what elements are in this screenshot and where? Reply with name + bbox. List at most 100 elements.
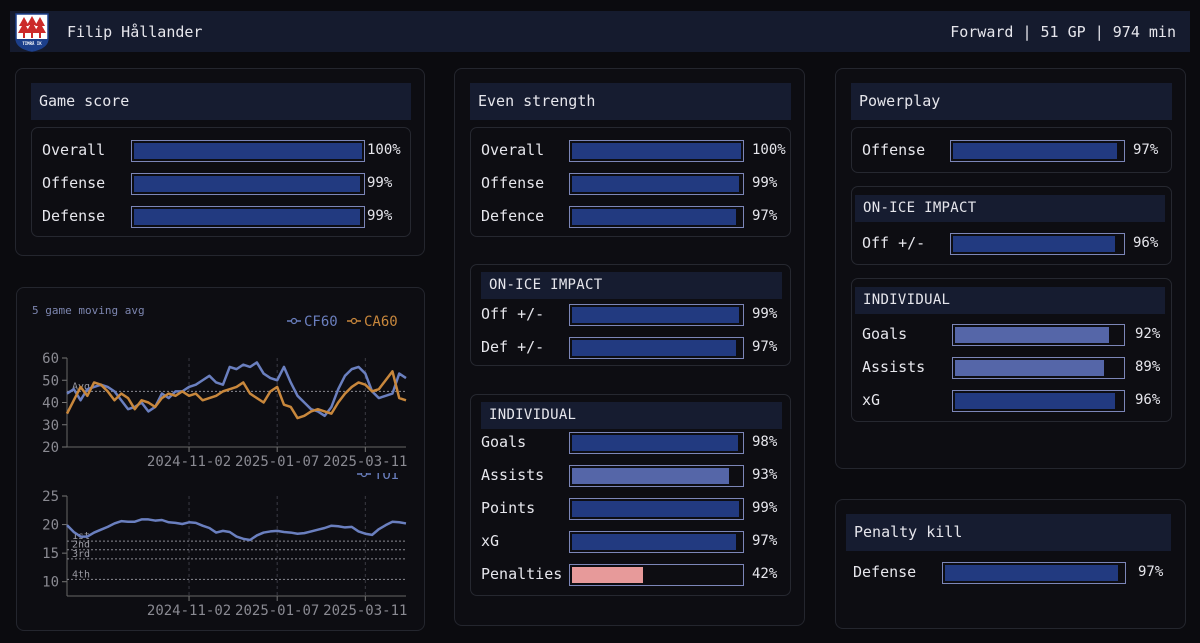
percentile-bar-fill — [953, 143, 1117, 159]
y-tick-label: 10 — [42, 575, 59, 591]
stat-row: Overall 100% — [481, 138, 812, 162]
percentile-bar-fill — [955, 360, 1104, 376]
game-score-card: Game score Overall 100% Offense 99% Defense 9… — [15, 68, 425, 256]
series-line-cf60 — [66, 361, 407, 418]
stat-value: 99% — [752, 306, 778, 322]
percentile-bar-fill — [572, 340, 736, 356]
stat-row: xG 96% — [862, 388, 1195, 412]
even-strength-title: Even strength — [470, 83, 791, 120]
logo-text: TIMRÅ IK — [22, 41, 42, 46]
stat-row: Overall 100% — [42, 138, 427, 162]
percentile-bar-fill — [945, 565, 1118, 581]
stat-row: Defense 97% — [853, 560, 1198, 584]
pp-individual-title: INDIVIDUAL — [855, 287, 1165, 314]
stat-value: 98% — [752, 434, 778, 450]
percentile-bar — [569, 206, 744, 228]
game-score-rows: Overall 100% Offense 99% Defense 99% — [31, 127, 411, 237]
percentile-bar — [952, 324, 1125, 346]
stat-label: Offense — [42, 174, 106, 192]
x-tick-label: 2025-01-07 — [235, 603, 319, 619]
stat-label: Defense — [42, 207, 106, 225]
y-tick-label: 20 — [42, 518, 59, 534]
stat-label: Off +/- — [862, 234, 926, 252]
percentile-bar — [569, 564, 744, 586]
penalty-kill-title: Penalty kill — [846, 514, 1171, 551]
even-strength-card: Even strength Overall 100% Offense 99% Defen… — [454, 68, 805, 626]
stat-value: 97% — [1133, 142, 1159, 158]
legend-label: TOI — [374, 473, 399, 483]
y-tick-label: 50 — [42, 373, 59, 389]
percentile-bar-fill — [572, 567, 643, 583]
even-strength-impact: ON-ICE IMPACT Off +/- 99% Def +/- 97% — [470, 264, 791, 366]
percentile-bar-fill — [572, 435, 738, 451]
stat-value: 99% — [367, 175, 393, 191]
stat-label: xG — [481, 532, 500, 550]
reference-line-label: 2nd — [72, 540, 90, 551]
legend-label: CF60 — [304, 314, 338, 330]
percentile-bar — [131, 140, 365, 162]
stat-label: Overall — [481, 141, 545, 159]
es-individual-title: INDIVIDUAL — [481, 402, 782, 429]
stat-row: Penalties 42% — [481, 562, 812, 586]
player-name: Filip Hållander — [67, 23, 203, 41]
percentile-bar — [950, 233, 1125, 255]
percentile-bar — [131, 206, 365, 228]
stat-label: Def +/- — [481, 338, 545, 356]
percentile-bar-fill — [134, 209, 360, 225]
stat-label: Assists — [481, 466, 545, 484]
even-strength-rows: Overall 100% Offense 99% Defence 97% — [470, 127, 791, 237]
percentile-bar-fill — [572, 501, 740, 517]
stat-row: xG 97% — [481, 529, 812, 553]
stat-value: 97% — [1138, 564, 1164, 580]
stat-value: 100% — [752, 142, 786, 158]
percentile-bar-fill — [134, 176, 360, 192]
y-tick-label: 30 — [42, 418, 59, 434]
powerplay-title: Powerplay — [851, 83, 1172, 120]
chart-title: 5 game moving avg — [32, 304, 145, 317]
series-line-toi — [66, 518, 407, 542]
even-strength-individual: INDIVIDUAL Goals 98% Assists 93% Points 99% xG… — [470, 394, 791, 596]
percentile-bar — [569, 304, 744, 326]
stat-value: 93% — [752, 467, 778, 483]
stat-label: xG — [862, 391, 881, 409]
percentile-bar — [569, 432, 744, 454]
percentile-bar-fill — [134, 143, 362, 159]
stat-value: 96% — [1135, 392, 1161, 408]
percentile-bar-fill — [572, 307, 740, 323]
stat-value: 99% — [752, 500, 778, 516]
series-line-ca60 — [65, 370, 407, 420]
percentile-bar-fill — [953, 236, 1116, 252]
percentile-bar-fill — [572, 176, 740, 192]
reference-line-label: 4th — [72, 569, 90, 580]
percentile-bar-fill — [572, 143, 741, 159]
stat-row: Goals 92% — [862, 322, 1195, 346]
y-tick-label: 40 — [42, 396, 59, 412]
percentile-bar — [569, 173, 744, 195]
stat-row: Points 99% — [481, 496, 812, 520]
stat-value: 97% — [752, 339, 778, 355]
stat-row: Assists 89% — [862, 355, 1195, 379]
stat-value: 96% — [1133, 235, 1159, 251]
player-header: TIMRÅ IK Filip Hållander Forward | 51 GP… — [10, 11, 1190, 52]
team-logo-icon: TIMRÅ IK — [15, 13, 49, 52]
penalty-kill-card: Penalty kill Defense 97% — [835, 499, 1186, 629]
percentile-bar — [569, 465, 744, 487]
stat-label: Points — [481, 499, 536, 517]
stat-row: Offense 99% — [42, 171, 427, 195]
percentile-bar-fill — [955, 393, 1116, 409]
percentile-bar — [131, 173, 365, 195]
legend-marker — [360, 473, 368, 478]
stat-value: 97% — [752, 533, 778, 549]
percentile-bar — [569, 498, 744, 520]
percentile-bar — [569, 531, 744, 553]
stat-value: 89% — [1135, 359, 1161, 375]
stat-label: Defense — [853, 563, 917, 581]
x-tick-label: 2024-11-02 — [147, 454, 231, 470]
stat-row: Defense 99% — [42, 204, 427, 228]
stat-label: Defence — [481, 207, 545, 225]
legend-marker — [350, 317, 358, 325]
y-tick-label: 25 — [42, 489, 59, 505]
powerplay-impact: ON-ICE IMPACT Off +/- 96% — [851, 186, 1172, 265]
